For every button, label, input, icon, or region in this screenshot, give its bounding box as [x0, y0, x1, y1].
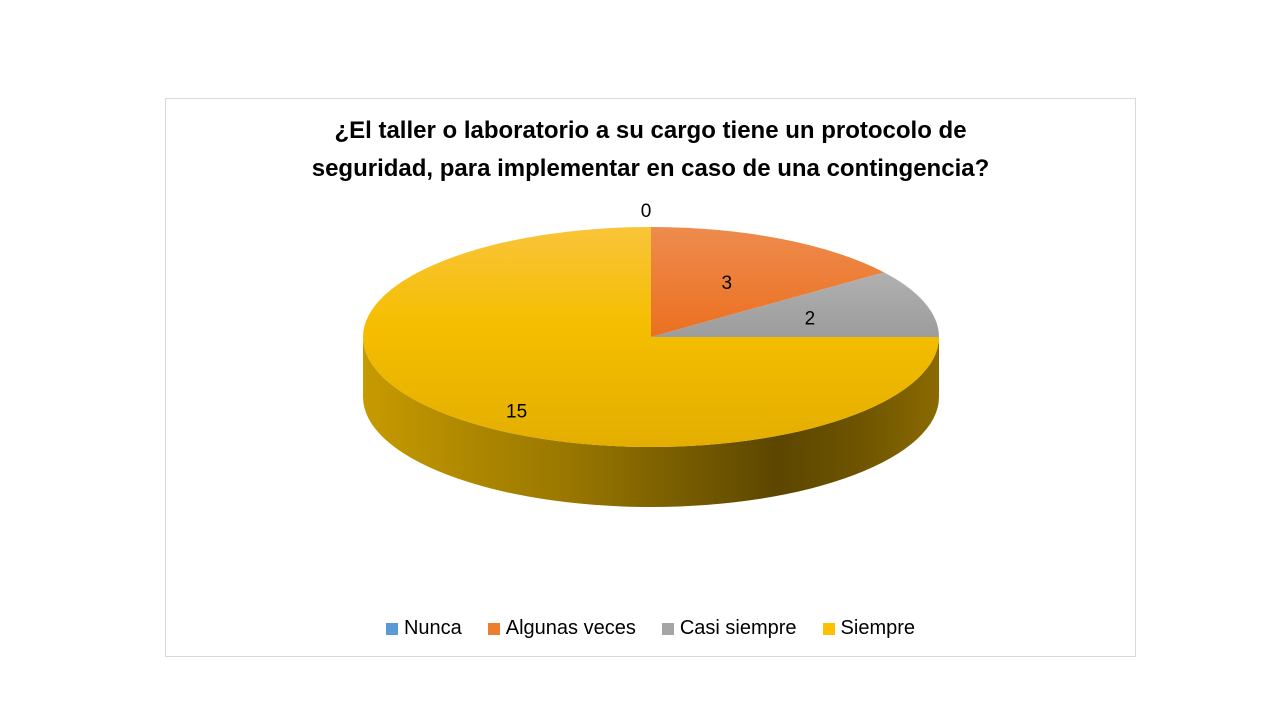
legend-item-nunca: Nunca: [385, 617, 462, 640]
legend: Nunca Algunas veces Casi siempre Siempre: [166, 617, 1135, 640]
legend-label-siempre: Siempre: [840, 617, 916, 639]
pie-slice-casi-siempre: [651, 272, 939, 337]
pie-chart: 0 3 2 15: [363, 201, 939, 507]
legend-item-algunas-veces: Algunas veces: [487, 617, 636, 640]
pie-side-wall: [363, 337, 939, 507]
legend-label-casi-siempre: Casi siempre: [679, 617, 797, 639]
legend-item-casi-siempre: Casi siempre: [661, 617, 797, 640]
pie-slice-siempre: [363, 227, 939, 447]
chart-area: ¿El taller o laboratorio a su cargo tien…: [165, 98, 1136, 657]
data-label-algunas-veces: 3: [722, 273, 733, 294]
legend-swatch-siempre: [822, 622, 835, 635]
legend-label-nunca: Nunca: [403, 617, 462, 639]
legend-label-algunas-veces: Algunas veces: [505, 617, 636, 639]
chart-title-line-1: ¿El taller o laboratorio a su cargo tien…: [334, 117, 967, 144]
legend-swatch-casi-siempre: [661, 622, 674, 635]
legend-swatch-algunas-veces: [487, 622, 500, 635]
pie-slice-algunas-veces: [651, 227, 884, 337]
chart-title-line-2: seguridad, para implementar en caso de u…: [311, 155, 990, 182]
data-label-siempre: 15: [506, 401, 527, 422]
data-label-nunca: 0: [641, 201, 652, 222]
chart-title: ¿El taller o laboratorio a su cargo tien…: [166, 112, 1135, 188]
legend-item-siempre: Siempre: [822, 617, 916, 640]
data-label-casi-siempre: 2: [805, 308, 816, 329]
legend-swatch-nunca: [385, 622, 398, 635]
